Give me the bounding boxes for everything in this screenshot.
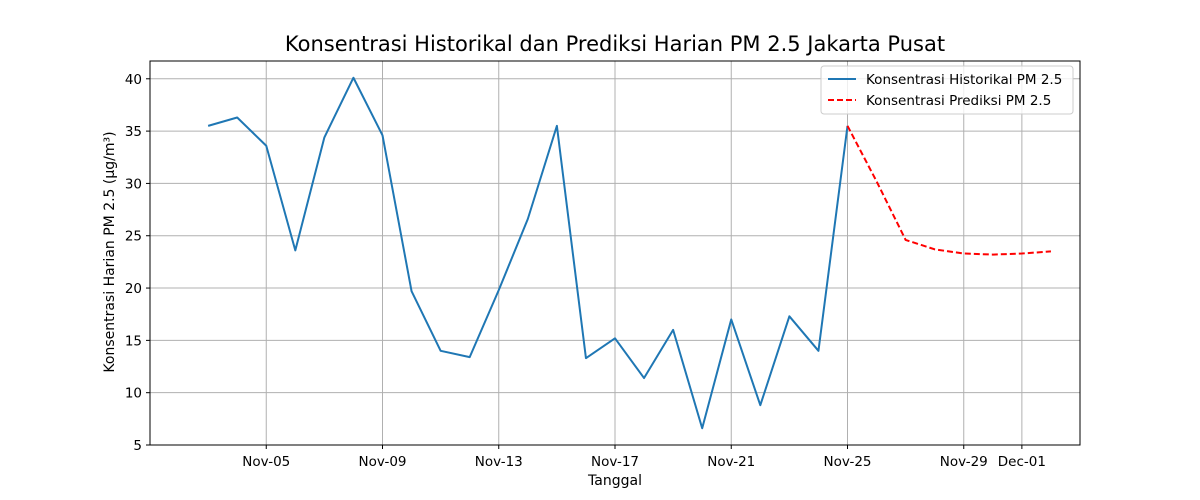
y-tick-label: 15: [125, 333, 142, 349]
legend: Konsentrasi Historikal PM 2.5 Konsentras…: [820, 65, 1074, 115]
y-tick-label: 30: [125, 176, 142, 192]
series-layer: [207, 76, 1052, 430]
y-tick-label: 35: [125, 124, 142, 140]
y-tick-label: 25: [125, 229, 142, 245]
x-tick-label: Nov-21: [707, 454, 755, 470]
x-axis-label: Tanggal: [587, 473, 642, 489]
legend-box: [820, 65, 1074, 115]
grid: [150, 61, 1080, 446]
x-tick-label: Nov-29: [940, 454, 988, 470]
y-tick-label: 5: [133, 438, 142, 454]
y-tick-label: 40: [125, 72, 142, 88]
series-line-prediction: [846, 125, 1052, 256]
tick-layer: Nov-05 Nov-09 Nov-13 Nov-17 Nov-21 Nov-25 Nov-…: [125, 72, 1046, 470]
legend-label-historical: Konsentrasi Historikal PM 2.5: [866, 72, 1062, 88]
series-line-historical: [207, 76, 849, 430]
x-tick-label: Nov-25: [823, 454, 871, 470]
x-tick-label: Nov-17: [591, 454, 639, 470]
x-tick-label: Nov-05: [242, 454, 290, 470]
x-tick-label: Dec-01: [998, 454, 1046, 470]
y-axis-label: Konsentrasi Harian PM 2.5 (µg/m³): [102, 131, 118, 372]
chart-title: Konsentrasi Historikal dan Prediksi Hari…: [285, 32, 945, 56]
x-tick-label: Nov-09: [358, 454, 406, 470]
x-tick-label: Nov-13: [475, 454, 523, 470]
y-tick-label: 10: [125, 386, 142, 402]
y-tick-label: 20: [125, 281, 142, 297]
legend-label-prediction: Konsentrasi Prediksi PM 2.5: [866, 93, 1051, 109]
